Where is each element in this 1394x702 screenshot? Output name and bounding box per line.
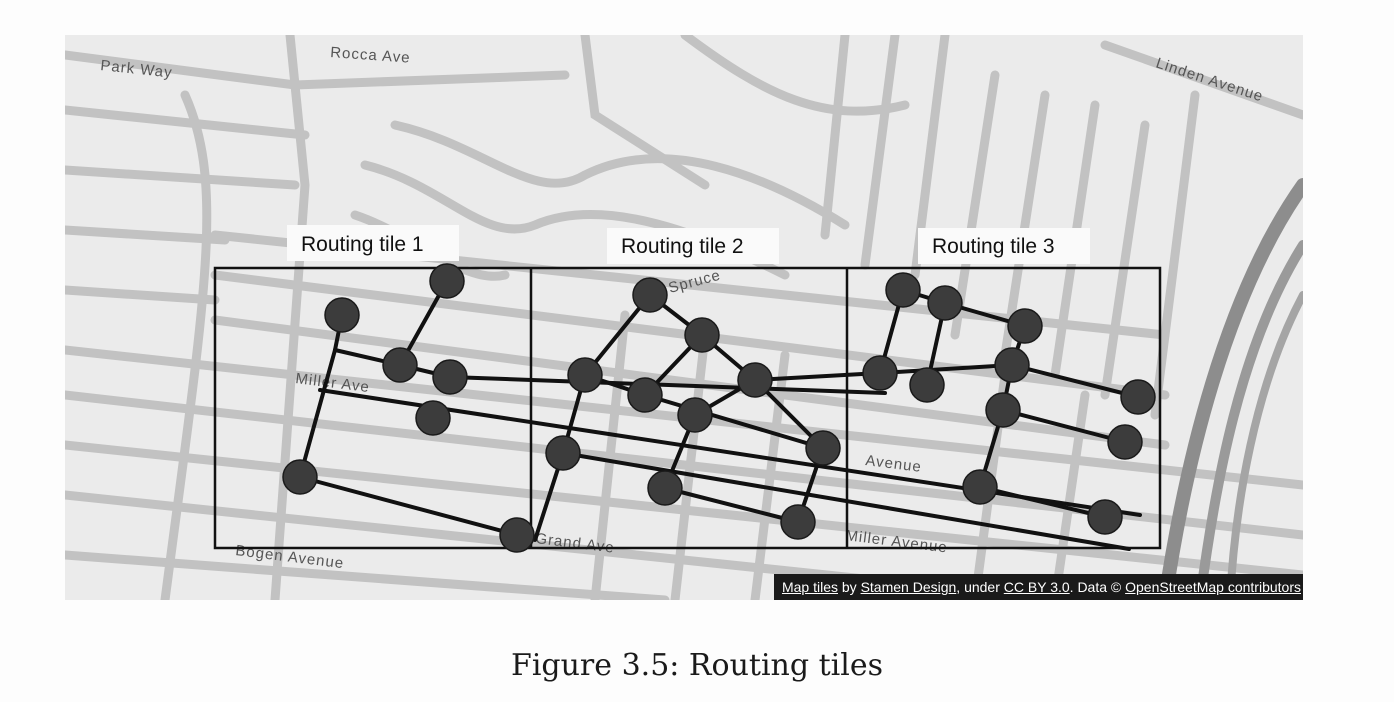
tile-3-label-bg: [918, 228, 1090, 264]
graph-node-22: [909, 367, 945, 403]
graph-node-25: [1120, 379, 1156, 415]
graph-node-15: [545, 435, 581, 471]
graph-node-9: [684, 317, 720, 353]
graph-node-18: [885, 272, 921, 308]
graph-node-3: [382, 347, 418, 383]
graph-node-23: [994, 347, 1030, 383]
attribution-by: by: [838, 579, 861, 595]
graph-node-11: [627, 377, 663, 413]
street-label-rocca-ave: Rocca Ave: [330, 44, 411, 67]
tile-labels: Routing tile 1 Routing tile 2 Routing ti…: [287, 225, 1090, 264]
graph-node-10: [567, 357, 603, 393]
graph-node-28: [1087, 499, 1123, 535]
graph-node-17: [780, 504, 816, 540]
graph-node-13: [677, 397, 713, 433]
highway: [1158, 178, 1303, 600]
graph-node-19: [927, 285, 963, 321]
street-label-avenue: Avenue: [865, 452, 923, 476]
graph-node-8: [632, 277, 668, 313]
map-attribution: Map tiles by Stamen Design, under CC BY …: [773, 574, 1303, 600]
graph-node-12: [737, 362, 773, 398]
graph-node-5: [415, 400, 451, 436]
figure-caption: Figure 3.5: Routing tiles: [511, 648, 883, 683]
street-label-spruce: Spruce: [667, 267, 723, 297]
graph-node-14: [805, 430, 841, 466]
graph-node-4: [432, 359, 468, 395]
graph-node-21: [862, 355, 898, 391]
graph-node-1: [429, 263, 465, 299]
tile-2-label-bg: [607, 228, 779, 264]
map-svg: Park Way Rocca Ave Linden Avenue Miller …: [65, 35, 1303, 600]
street-label-park-way: Park Way: [100, 57, 174, 81]
tile-1-label: Routing tile 1: [301, 233, 424, 256]
routing-tiles-figure: Park Way Rocca Ave Linden Avenue Miller …: [65, 35, 1303, 600]
graph-node-16: [647, 470, 683, 506]
street-label-linden-avenue: Linden Avenue: [1154, 55, 1266, 106]
graph-node-26: [1107, 424, 1143, 460]
graph-node-20: [1007, 308, 1043, 344]
graph-node-27: [962, 469, 998, 505]
graph-node-2: [324, 297, 360, 333]
graph-node-24: [985, 392, 1021, 428]
map-tiles-link[interactable]: Map tiles: [781, 579, 838, 595]
license-link[interactable]: CC BY 3.0: [1003, 579, 1070, 595]
graph-nodes: [282, 263, 1156, 553]
tile-1-label-bg: [287, 225, 459, 261]
graph-node-6: [282, 459, 318, 495]
attribution-data: . Data ©: [1069, 579, 1126, 595]
osm-contributors-link[interactable]: OpenStreetMap contributors: [1125, 579, 1301, 595]
graph-node-7: [499, 517, 535, 553]
tile-2-label: Routing tile 2: [621, 235, 744, 258]
stamen-design-link[interactable]: Stamen Design: [860, 579, 957, 595]
routing-tiles-outline: [213, 266, 1162, 550]
tile-3-label: Routing tile 3: [932, 235, 1055, 258]
attribution-under: , under: [956, 579, 1004, 595]
